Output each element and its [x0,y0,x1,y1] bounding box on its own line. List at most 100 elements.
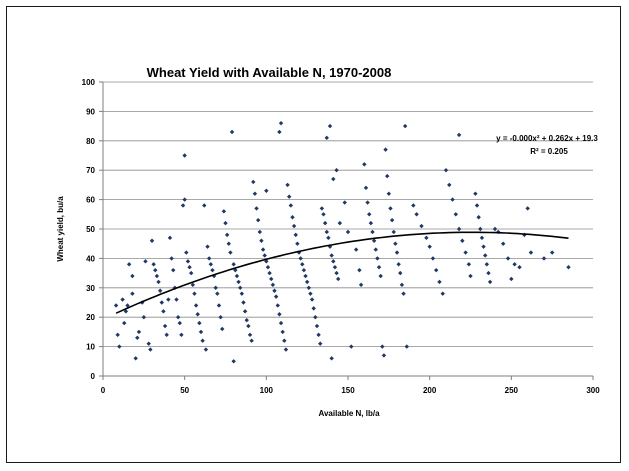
data-point [295,241,300,246]
y-tick-label: 0 [91,372,96,381]
data-point [303,273,308,279]
data-point [216,303,222,308]
data-point [193,303,199,308]
data-point [157,288,163,293]
x-tick-label: 50 [180,386,189,395]
data-point [566,265,571,270]
data-point [180,203,186,208]
data-point [381,353,387,358]
data-point [278,320,284,326]
data-point [185,259,191,264]
data-point [453,212,458,217]
data-point [179,332,184,338]
data-point [332,265,338,270]
data-point [324,229,329,235]
data-point [358,282,364,288]
data-point [394,250,400,255]
data-point [202,203,207,208]
data-point [220,326,225,332]
data-point [430,256,436,261]
y-tick-label: 90 [86,107,95,116]
data-point [277,129,282,135]
data-point [314,323,320,329]
data-point [460,238,465,243]
data-point [182,197,187,202]
data-point [311,306,316,311]
data-point [270,282,276,288]
data-point [190,282,196,288]
data-point [492,226,498,232]
data-point [136,329,142,335]
data-point [242,309,248,314]
data-point [301,267,307,273]
data-point [252,191,258,196]
data-point [187,265,192,270]
data-point [287,194,292,199]
data-point [375,256,380,261]
x-tick-label: 100 [260,386,274,395]
data-point [210,267,215,273]
data-point [517,265,522,270]
data-point [120,297,125,302]
y-tick-labels: 0 10 20 30 40 50 60 70 80 90 100 [82,78,103,381]
data-point [334,168,339,173]
data-point [528,250,534,255]
data-point [357,267,362,273]
data-point [398,270,403,276]
data-point [380,344,385,349]
data-point [162,323,168,329]
data-point [175,315,181,320]
y-tick-label: 10 [86,343,95,352]
data-point [349,344,354,349]
data-point [265,265,271,270]
data-point [437,279,442,285]
data-point [404,344,409,349]
data-point [376,265,382,270]
data-point [123,309,129,314]
data-point [117,344,122,349]
data-point [282,338,287,343]
data-point [288,203,294,208]
data-point [391,229,396,235]
data-point [447,182,452,188]
data-point [388,206,393,211]
data-point [166,297,171,302]
data-point [215,291,220,296]
data-point [154,273,160,279]
data-point [161,309,166,314]
data-point [318,341,323,346]
data-point [184,250,189,255]
data-point [238,285,243,290]
data-point [228,250,233,255]
data-point [192,291,197,296]
data-point [182,153,187,158]
scatter-chart: Wheat Yield with Available N, 1970-2008 … [56,65,600,418]
y-tick-label: 50 [86,225,95,234]
data-point [218,315,223,320]
x-axis-label: Available N, lb/a [318,409,380,418]
data-point [300,262,305,267]
data-point [414,212,419,217]
data-point [505,256,511,261]
data-point [159,300,164,305]
data-point [298,256,303,261]
data-point [283,347,289,352]
data-point [156,279,161,285]
data-point [549,250,555,255]
data-point [456,226,462,232]
data-point [130,291,135,296]
data-point [249,338,254,343]
data-point [304,279,310,285]
data-point [277,312,282,317]
y-axis-label: Wheat yield, bu/a [56,196,65,262]
data-point [234,273,240,279]
x-tick-label: 250 [505,386,519,395]
data-point [113,303,119,308]
data-point [135,335,140,340]
data-point [200,338,205,343]
data-point [424,235,429,241]
data-point [319,206,325,211]
x-tick-label: 150 [341,386,355,395]
x-tick-label: 200 [423,386,437,395]
data-point [255,217,261,223]
